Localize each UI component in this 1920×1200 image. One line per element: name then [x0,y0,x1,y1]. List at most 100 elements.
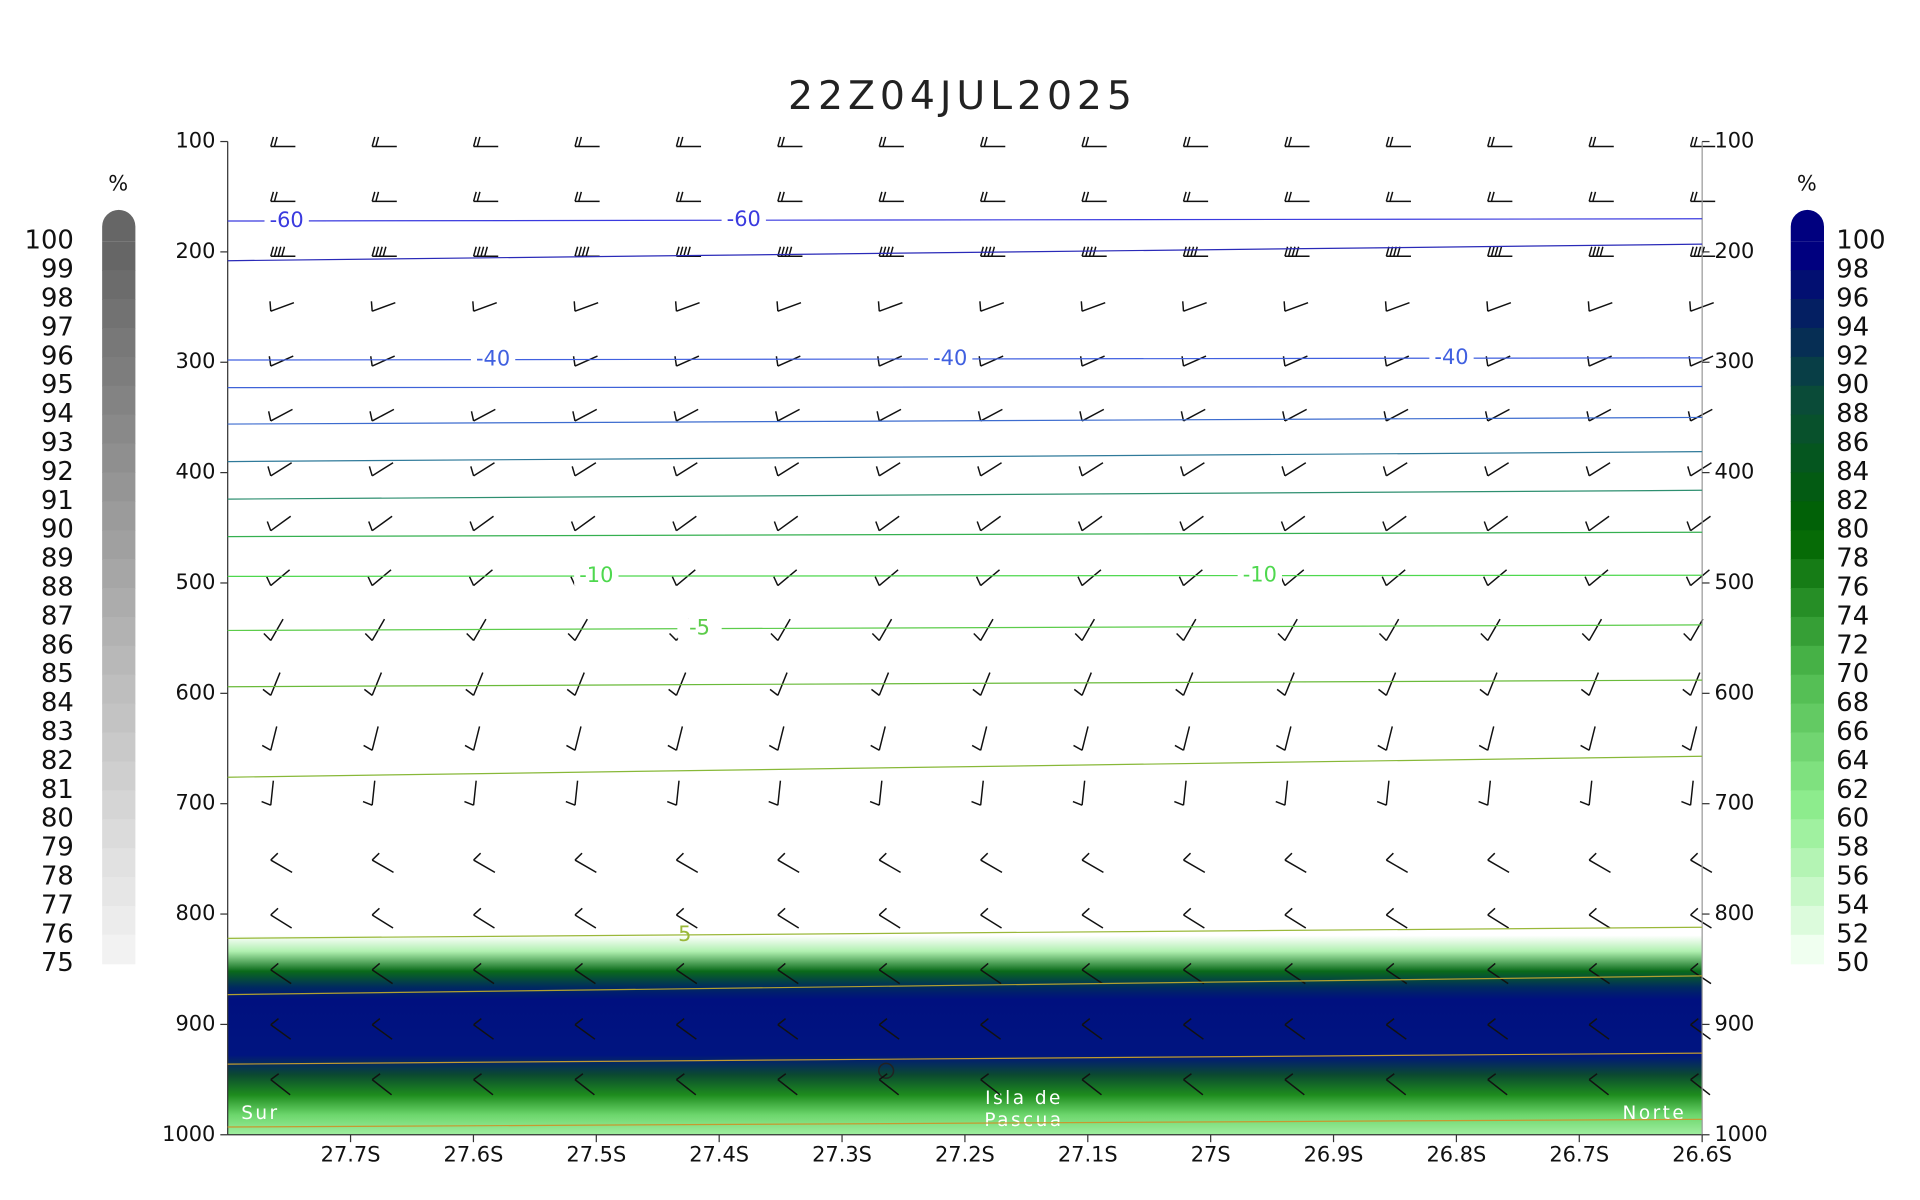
wind-barb [371,1073,393,1096]
colorbar-tick-label: 84 [41,688,74,718]
x-tick-label: 27.6S [444,1143,504,1167]
colorbar-tick-label: 80 [41,804,74,834]
wind-barb [668,672,687,696]
wind-barb [370,355,395,367]
wind-barb [371,852,394,874]
wind-barb [1585,462,1611,477]
wind-barb [1487,907,1510,929]
wind-barb [768,780,782,806]
wind-barb [469,515,494,532]
colorbar-swatch [1790,790,1824,820]
colorbar-tick-label: 75 [41,948,74,978]
wind-barb [1181,355,1207,367]
x-tick-label: 26.7S [1549,1143,1609,1167]
wind-barb [1687,462,1712,477]
wind-barb [1690,1018,1711,1040]
wind-barb [473,1073,494,1096]
wind-barb [1581,618,1603,642]
colorbar-swatch [102,876,136,907]
wind-barb [1377,726,1394,751]
colorbar-tick-label: 74 [1836,601,1869,631]
wind-barb [979,191,1006,203]
wind-barb [877,355,903,367]
colorbar-swatch [102,414,136,445]
wind-barb [1283,301,1309,312]
wind-barb [980,1073,1001,1096]
wind-barb [1276,672,1295,696]
wind-barb [1585,515,1610,532]
contour-line [227,1052,1703,1065]
wind-barb [1487,191,1513,203]
colorbar-tick-label: 78 [1836,544,1869,574]
wind-barb [1586,408,1612,422]
contour-label-bg [470,349,516,370]
wind-barb [464,726,481,751]
colorbar-swatch [102,674,136,705]
wind-barb [672,462,698,477]
wind-barb [472,301,497,312]
colorbar-tick-label: 77 [41,890,74,920]
colorbar-swatch [1790,299,1824,329]
y2-tick-label: 400 [1714,460,1754,484]
wind-barb [1378,672,1397,696]
wind-barb [777,191,803,203]
wind-barb [1282,355,1308,367]
wind-barb [1182,136,1209,148]
annotation: Norte [1623,1103,1687,1124]
wind-barb [1078,462,1104,477]
wind-barb [473,1018,494,1040]
wind-barb [1077,569,1102,587]
y-tick-label: 900 [175,1011,215,1035]
wind-barb [270,191,296,203]
wind-barb [370,301,396,312]
wind-barb [1284,191,1310,203]
wind-barb [1689,246,1716,257]
wind-barb [980,907,1002,929]
colorbar-swatch [1790,385,1824,416]
wind-barb [470,462,495,477]
wind-barb [1484,462,1510,477]
annotation: Isla de [985,1088,1063,1109]
wind-barb [674,301,700,312]
colorbar-swatch [102,385,136,416]
wind-barb [671,569,696,587]
colorbar-tick-label: 86 [1836,428,1869,458]
y-tick-label: 800 [175,901,215,925]
wind-barb [1385,246,1411,257]
colorbar-swatch [1790,530,1824,560]
wind-barb [777,1018,799,1040]
wind-barb [261,780,275,806]
wind-barb [1284,907,1307,929]
wind-barb [878,246,904,257]
wind-barb [770,618,791,642]
wind-barb [971,726,988,751]
contour-label-bg [928,349,973,369]
colorbar-unit: % [1797,172,1817,196]
wind-barb [367,569,392,587]
colorbar-swatch [1790,703,1824,734]
colorbar-tick-label: 78 [41,861,74,891]
wind-barb [1579,780,1593,806]
wind-barb [1487,852,1510,874]
wind-barb [1182,852,1206,874]
x-tick-label: 27.2S [935,1143,995,1167]
colorbar-tick-label: 93 [41,428,74,458]
wind-barb [878,852,901,874]
colorbar-swatch [1790,588,1824,618]
colorbar-tick-label: 60 [1836,804,1869,834]
wind-barb [1479,672,1498,696]
wind-barb [1381,569,1406,587]
wind-barb [1182,191,1209,203]
contour-label: -10 [579,563,613,587]
contour-line [227,416,1703,425]
wind-barb [870,726,886,751]
wind-barb [1385,1073,1407,1096]
chart-title: 22Z04JUL2025 [788,73,1137,119]
wind-barb [363,726,379,751]
contour-line [227,1118,1703,1128]
colorbar-tick-label: 66 [1836,717,1869,747]
wind-barb [470,408,496,422]
wind-barb [570,515,596,532]
wind-barb [1588,246,1614,257]
colorbar-swatch [102,327,136,358]
